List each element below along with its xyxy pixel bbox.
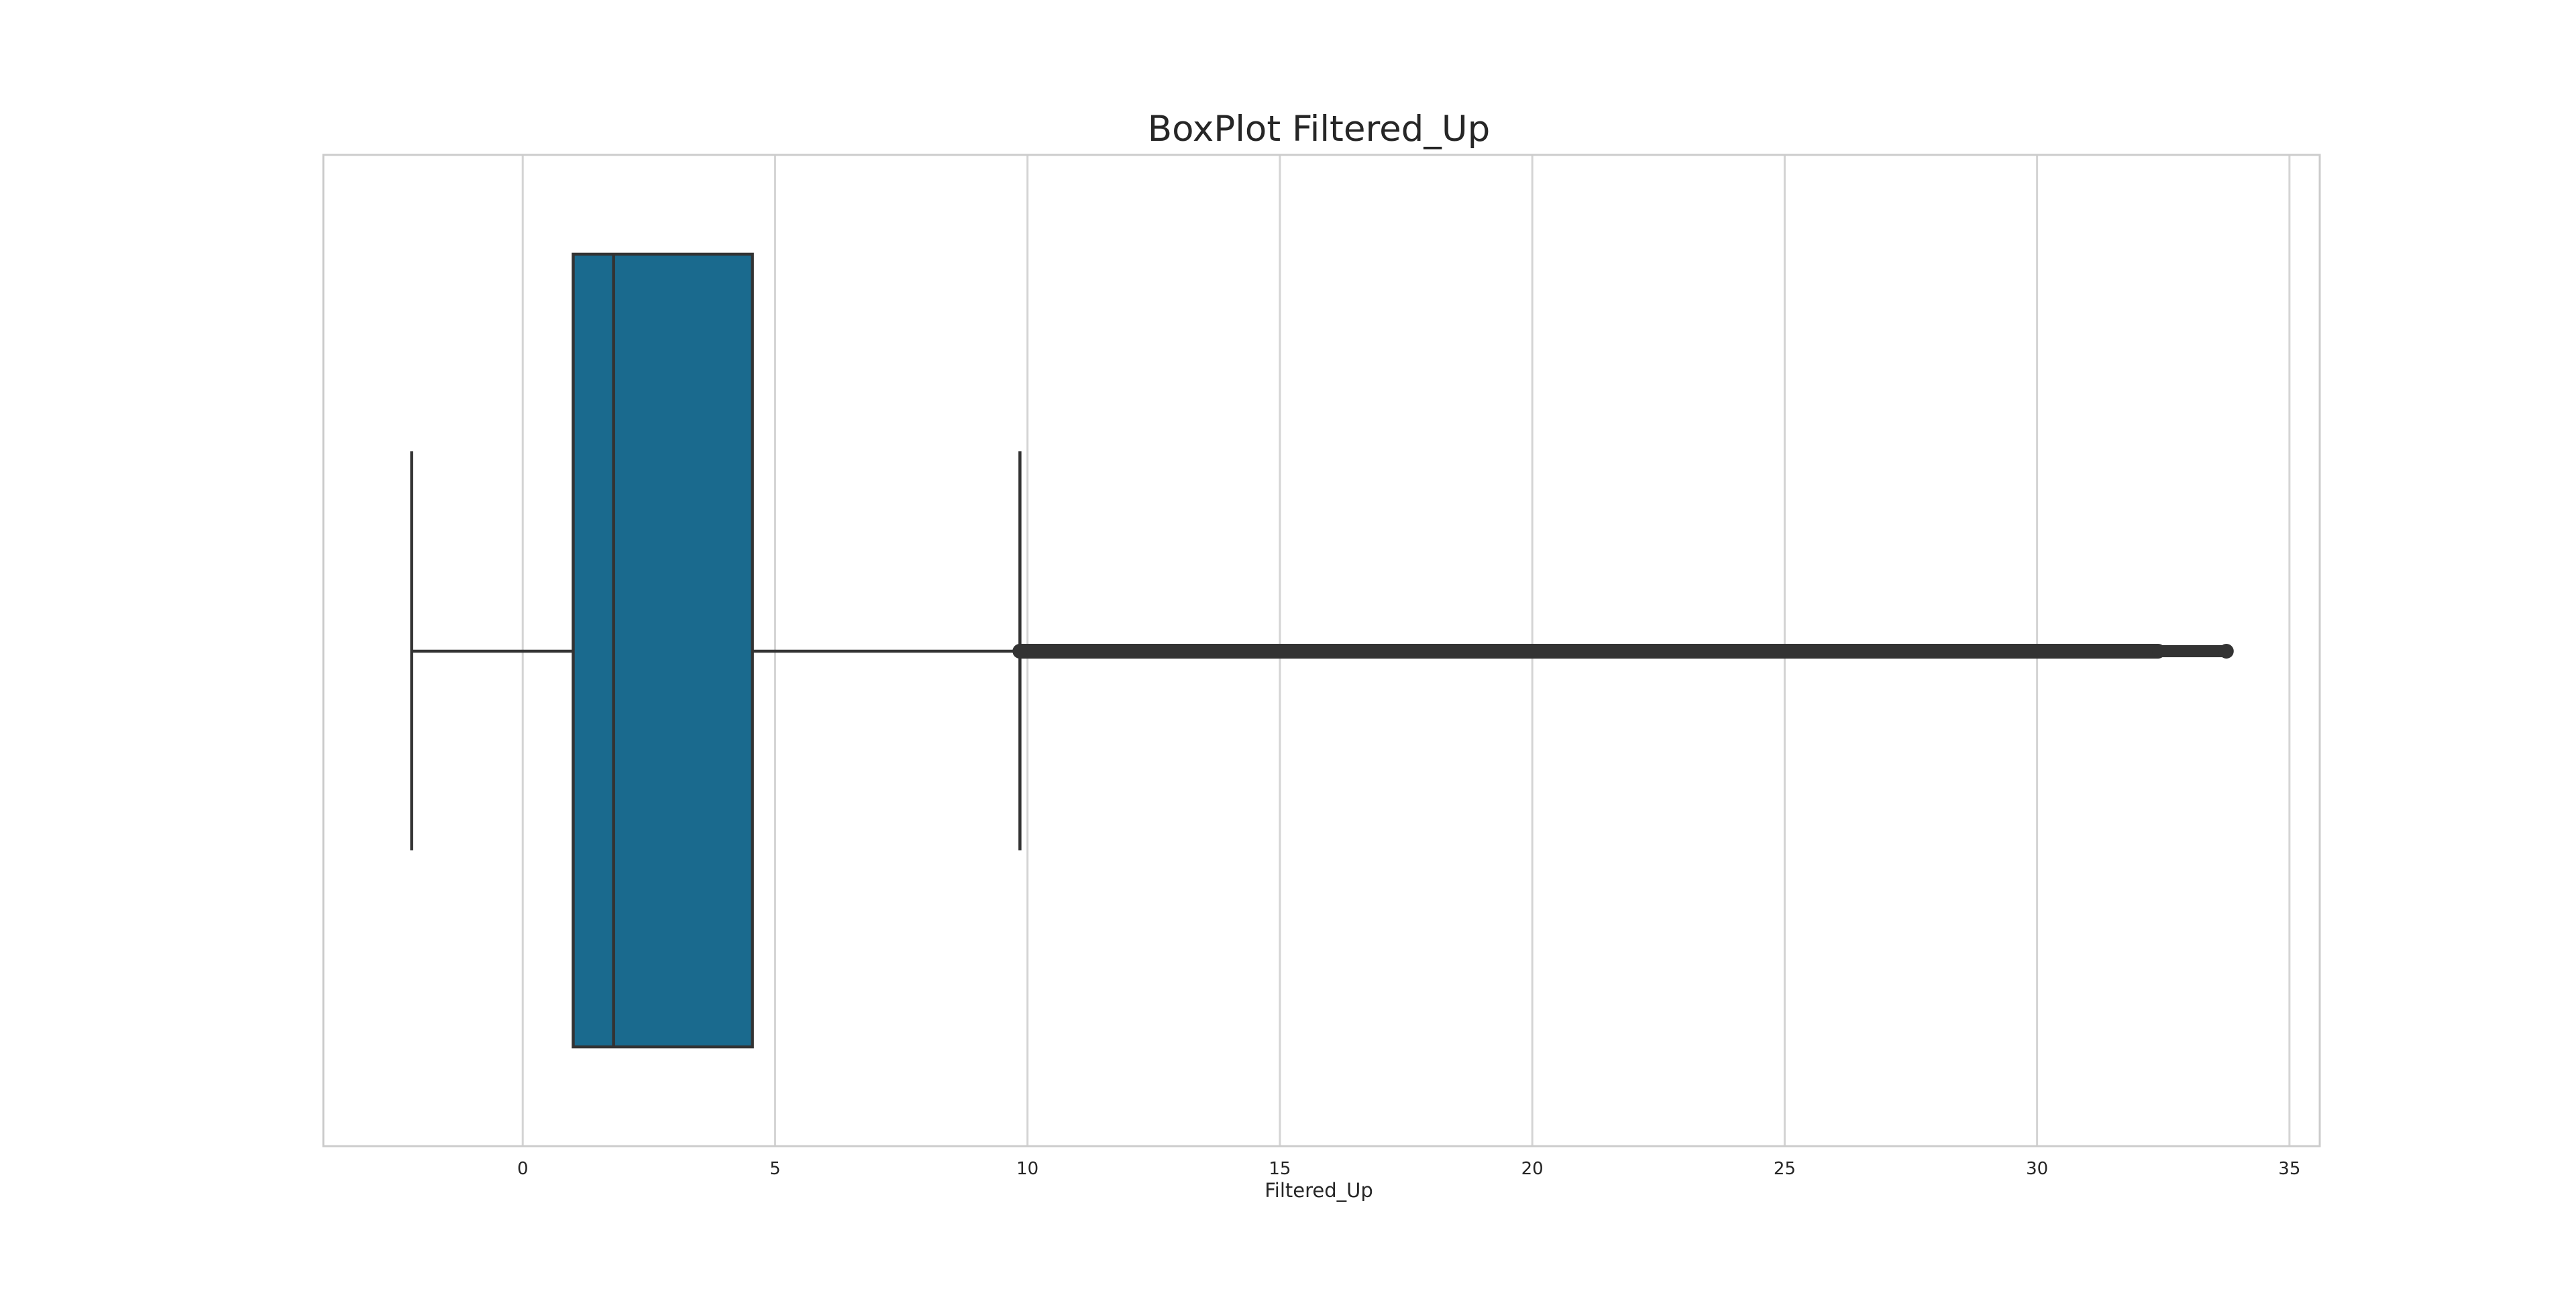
outlier-point-max [2218,644,2234,659]
x-tick-label-15: 15 [1269,1159,1291,1179]
x-tick-label-10: 10 [1016,1159,1038,1179]
x-tick-label-35: 35 [2278,1159,2300,1179]
x-axis-label: Filtered_Up [1265,1179,1373,1202]
chart-title: BoxPlot Filtered_Up [1148,109,1491,150]
plot-frame [322,154,2321,1147]
box-plot [410,252,2234,1049]
outlier-point-min [1012,644,1028,659]
iqr-box [572,252,754,1049]
x-axis-ticks: 0 5 10 15 20 25 30 35 [517,1159,2300,1179]
x-tick-label-20: 20 [1521,1159,1544,1179]
x-tick-label-0: 0 [517,1159,529,1179]
x-tick-label-30: 30 [2026,1159,2048,1179]
x-tick-label-5: 5 [769,1159,781,1179]
x-tick-label-25: 25 [1774,1159,1796,1179]
